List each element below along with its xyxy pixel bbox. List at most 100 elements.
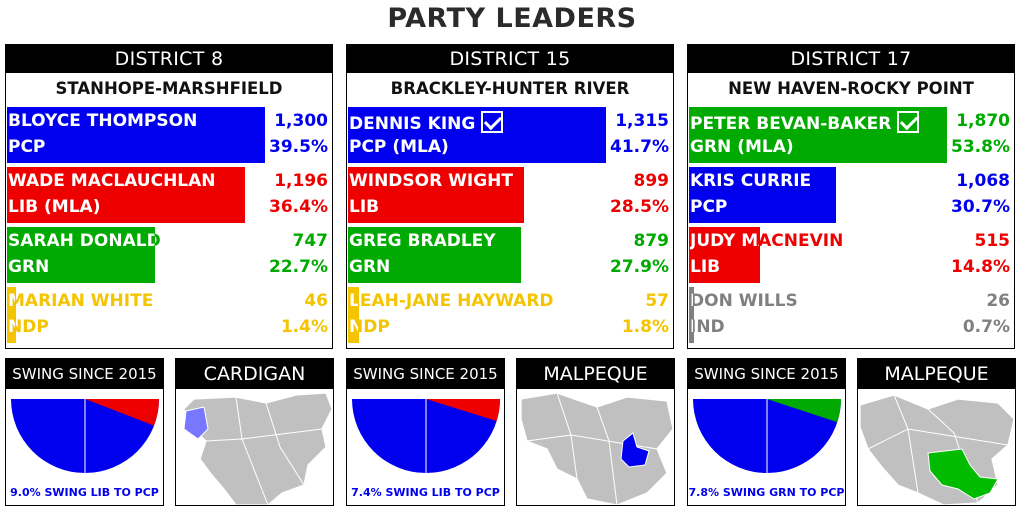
swing-header: SWING SINCE 2015 — [6, 359, 163, 389]
candidate-row: PETER BEVAN-BAKER GRN (MLA) 1,870 53.8% — [688, 107, 1014, 167]
candidate-name: GREG BRADLEY — [349, 231, 496, 251]
candidate-votes: 46 — [304, 291, 328, 311]
candidate-pct: 1.8% — [621, 317, 669, 337]
candidate-pct: 36.4% — [269, 197, 328, 217]
swing-pie — [11, 399, 159, 473]
swing-box-15: SWING SINCE 2015 7.4% SWING LIB TO PCP — [346, 358, 505, 506]
candidate-name: BLOYCE THOMPSON — [8, 111, 198, 131]
vote-bar — [689, 227, 760, 283]
candidate-party: LIB — [349, 197, 380, 217]
map-land — [520, 392, 674, 505]
district-panel-17: DISTRICT 17 NEW HAVEN-ROCKY POINT PETER … — [687, 44, 1015, 349]
map-box-cardigan: CARDIGAN — [175, 358, 334, 506]
candidate-name: DON WILLS — [690, 291, 798, 311]
page-title: PARTY LEADERS — [387, 3, 637, 34]
candidate-votes: 899 — [633, 171, 670, 191]
swing-pie — [352, 399, 500, 473]
candidate-name: SARAH DONALD — [8, 231, 161, 251]
swing-caption: 7.8% SWING GRN TO PCP — [688, 486, 845, 499]
swing-from-slice — [767, 399, 841, 423]
map-box-malpeque-15: MALPEQUE — [516, 358, 675, 506]
district-header: DISTRICT 15 — [347, 45, 673, 73]
swing-from-slice — [85, 399, 159, 426]
district-name: STANHOPE-MARSHFIELD — [55, 79, 283, 98]
map-land — [183, 392, 333, 505]
district-name: BRACKLEY-HUNTER RIVER — [390, 79, 630, 98]
vote-bar — [7, 167, 245, 223]
candidate-name: PETER BEVAN-BAKER — [690, 111, 920, 134]
candidate-pct: 1.4% — [280, 317, 328, 337]
district-header: DISTRICT 17 — [688, 45, 1014, 73]
vote-bar — [7, 107, 265, 163]
candidate-row: DON WILLS IND 26 0.7% — [688, 287, 1014, 347]
map-header: CARDIGAN — [176, 359, 333, 389]
candidate-party: IND — [690, 317, 725, 337]
district-name: NEW HAVEN-ROCKY POINT — [728, 79, 974, 98]
district-panel-8: DISTRICT 8 STANHOPE-MARSHFIELD BLOYCE TH… — [5, 44, 333, 349]
swing-from-slice — [426, 399, 500, 422]
vote-bar — [7, 287, 17, 343]
district-panel-15: DISTRICT 15 BRACKLEY-HUNTER RIVER DENNIS… — [346, 44, 674, 349]
swing-caption: 7.4% SWING LIB TO PCP — [351, 486, 500, 499]
vote-bar — [348, 227, 521, 283]
candidate-name: WINDSOR WIGHT — [349, 171, 513, 191]
candidate-pct: 27.9% — [610, 257, 669, 277]
riding-map — [520, 392, 674, 505]
candidate-party: GRN — [349, 257, 391, 277]
candidate-pct: 14.8% — [951, 257, 1010, 277]
candidate-pct: 22.7% — [269, 257, 328, 277]
candidate-party: LIB (MLA) — [8, 197, 101, 217]
candidate-row: WINDSOR WIGHT LIB 899 28.5% — [347, 167, 673, 227]
candidate-list: DENNIS KING PCP (MLA) 1,315 41.7% WINDSOR WI… — [347, 107, 673, 347]
swing-pie — [693, 399, 841, 473]
candidate-name: DENNIS KING — [349, 111, 504, 134]
candidate-name: WADE MACLAUCHLAN — [8, 171, 216, 191]
swing-caption: 9.0% SWING LIB TO PCP — [10, 486, 159, 499]
candidate-votes: 1,068 — [956, 171, 1010, 191]
candidate-pct: 39.5% — [269, 137, 328, 157]
candidate-votes: 26 — [986, 291, 1010, 311]
district-header: DISTRICT 8 — [6, 45, 332, 73]
map-highlight — [620, 432, 650, 468]
candidate-votes: 747 — [292, 231, 329, 251]
map-header: MALPEQUE — [517, 359, 674, 389]
candidate-votes: 1,300 — [274, 111, 328, 131]
map-lines — [205, 396, 323, 505]
candidate-party: GRN — [8, 257, 50, 277]
vote-bar — [348, 287, 360, 343]
candidate-pct: 28.5% — [610, 197, 669, 217]
riding-map — [183, 392, 333, 505]
candidate-row: DENNIS KING PCP (MLA) 1,315 41.7% — [347, 107, 673, 167]
candidate-pct: 41.7% — [610, 137, 669, 157]
candidate-votes: 1,315 — [615, 111, 669, 131]
map-box-malpeque-17: MALPEQUE — [857, 358, 1016, 506]
candidate-pct: 30.7% — [951, 197, 1010, 217]
candidate-votes: 57 — [645, 291, 669, 311]
vote-bar — [689, 287, 694, 343]
vote-bar — [7, 227, 156, 283]
elected-check-icon — [897, 111, 920, 133]
candidate-name: JUDY MACNEVIN — [690, 231, 844, 251]
candidate-party: NDP — [349, 317, 390, 337]
candidate-row: LEAH-JANE HAYWARD NDP 57 1.8% — [347, 287, 673, 347]
swing-header: SWING SINCE 2015 — [688, 359, 845, 389]
swing-box-8: SWING SINCE 2015 9.0% SWING LIB TO PCP — [5, 358, 164, 506]
vote-bar — [689, 167, 837, 223]
candidate-row: MARIAN WHITE NDP 46 1.4% — [6, 287, 332, 347]
candidate-votes: 1,196 — [274, 171, 328, 191]
candidate-name: MARIAN WHITE — [8, 291, 154, 311]
candidate-votes: 515 — [974, 231, 1011, 251]
candidate-row: KRIS CURRIE PCP 1,068 30.7% — [688, 167, 1014, 227]
candidate-row: JUDY MACNEVIN LIB 515 14.8% — [688, 227, 1014, 287]
swing-box-17: SWING SINCE 2015 7.8% SWING GRN TO PCP — [687, 358, 846, 506]
candidate-party: PCP (MLA) — [349, 137, 449, 157]
candidate-row: WADE MACLAUCHLAN LIB (MLA) 1,196 36.4% — [6, 167, 332, 227]
candidate-party: PCP — [690, 197, 728, 217]
candidate-row: BLOYCE THOMPSON PCP 1,300 39.5% — [6, 107, 332, 167]
candidate-name: KRIS CURRIE — [690, 171, 812, 191]
candidate-pct: 53.8% — [951, 137, 1010, 157]
candidate-party: NDP — [8, 317, 49, 337]
candidate-party: PCP — [8, 137, 46, 157]
candidate-name: LEAH-JANE HAYWARD — [349, 291, 554, 311]
vote-bar — [348, 167, 525, 223]
